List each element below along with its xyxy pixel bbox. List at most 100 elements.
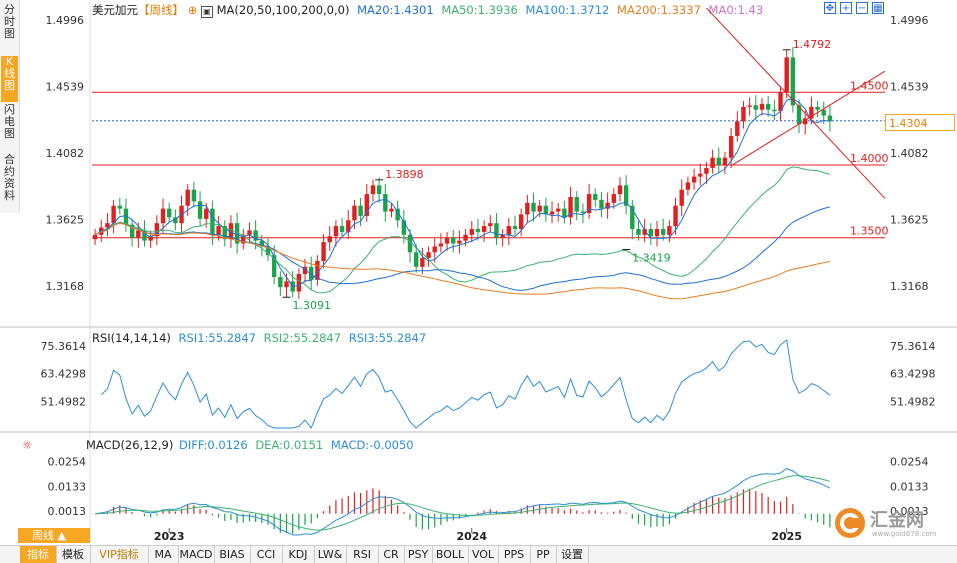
x-tick-label: 2024 [456, 530, 487, 543]
candle-body [556, 208, 561, 212]
low-annotation: 1.3419 [632, 252, 671, 265]
candle-body [611, 194, 616, 203]
toolbar-item-10[interactable]: CR [378, 546, 405, 563]
candle-body [376, 185, 382, 195]
candle-body [315, 261, 320, 280]
candle-body [728, 135, 734, 158]
candle-body [481, 226, 487, 232]
candle-body [173, 217, 178, 224]
period-tag: 【周线】 [138, 3, 184, 17]
toolbar-item-14[interactable]: PPS [498, 546, 531, 563]
tab-contract[interactable]: 合约资料 [4, 153, 15, 202]
candle-body [358, 205, 363, 216]
rsi-tick-label: 63.4298 [41, 368, 87, 381]
rsi-tick-label: 75.3614 [41, 340, 87, 353]
macd-tick-label: 0.0133 [48, 480, 87, 493]
zoom-in-icon[interactable]: + [840, 2, 852, 14]
expand-icon[interactable]: ✥ [824, 2, 836, 14]
candle-body [543, 205, 549, 215]
toolbar-item-6[interactable]: CCI [250, 546, 283, 563]
toolbar-item-4[interactable]: MACD [178, 546, 215, 563]
toolbar-item-1[interactable]: 模板 [56, 546, 91, 563]
zoom-out-icon[interactable]: − [856, 2, 868, 14]
toolbar-item-13[interactable]: VOL [468, 546, 499, 563]
trendline-lower [730, 70, 886, 167]
candle-body [234, 223, 240, 244]
candle-body [333, 226, 339, 237]
rsi-header: RSI(14,14,14) RSI1:55.2847 RSI2:55.2847 … [92, 330, 426, 346]
tab-kline[interactable]: K线图 [1, 56, 18, 102]
low-annotation: 1.3091 [293, 299, 332, 312]
toolbar-item-12[interactable]: BOLL [432, 546, 469, 563]
rsi-tick-label-right: 51.4982 [890, 395, 936, 408]
macd-settings-icon[interactable]: ☼ [22, 438, 33, 452]
toolbar-item-2[interactable]: VIP指标 [90, 546, 149, 563]
candle-body [593, 194, 598, 200]
candle-body [148, 236, 153, 241]
candle-body [586, 194, 592, 213]
toolbar-item-8[interactable]: LW& [314, 546, 347, 563]
candle-body [191, 189, 197, 202]
candle-body [525, 202, 530, 215]
level-label: 1.4000 [850, 152, 889, 165]
y-tick-label: 1.4539 [46, 81, 85, 94]
toolbar-item-15[interactable]: PP [530, 546, 557, 563]
ma-toggle-icon[interactable]: ▣ [200, 6, 213, 18]
sidebar: 分时图 K线图 闪电图 合约资料 [0, 0, 20, 213]
candle-body [185, 189, 190, 206]
candle-body [803, 118, 808, 125]
candle-body [617, 185, 623, 195]
candle-body [426, 252, 431, 259]
candle-body [117, 205, 122, 209]
candle-body [197, 201, 203, 219]
toolbar-item-9[interactable]: RSI [346, 546, 379, 563]
candle-body [370, 185, 376, 195]
toolbar-item-0[interactable]: 指标 [20, 546, 57, 563]
settings-icon[interactable]: ⊕ [187, 3, 198, 17]
candle-body [241, 234, 246, 244]
toolbar-item-7[interactable]: KDJ [282, 546, 315, 563]
toolbar-item-3[interactable]: MA [148, 546, 179, 563]
candle-body [488, 223, 493, 227]
candle-body [679, 189, 684, 206]
tab-intraday[interactable]: 分时图 [4, 3, 15, 40]
candle-body [623, 185, 629, 206]
macd-tick-label: 0.0013 [48, 505, 87, 518]
candle-body [531, 202, 536, 212]
tab-flash[interactable]: 闪电图 [4, 103, 15, 140]
candle-body [562, 208, 567, 218]
candle-body [346, 220, 351, 232]
candle-body [401, 220, 407, 235]
rsi-line [100, 339, 831, 429]
toolbar-item-11[interactable]: PSY [404, 546, 433, 563]
candle-body [92, 234, 98, 240]
macd-header: ☼ MACD(26,12,9) DIFF:0.0126 DEA:0.0151 M… [22, 437, 414, 453]
candle-body [253, 230, 258, 241]
candle-body [642, 229, 647, 235]
toolbar-item-16[interactable]: 设置 [556, 546, 589, 563]
grid-icon[interactable]: ▦ [872, 2, 884, 14]
toolbar-item-5[interactable]: BIAS [214, 546, 251, 563]
candle-body [432, 246, 437, 253]
chart-icon-bar: ✥ + − ▦ [824, 2, 890, 16]
period-button[interactable]: 周线 ▲ [18, 528, 90, 543]
candle-body [160, 208, 166, 224]
candle-body [747, 105, 752, 107]
macd-label: MACD(26,12,9) [85, 438, 174, 452]
candle-body [765, 103, 771, 110]
candle-body [321, 242, 326, 261]
candle-body [673, 205, 678, 227]
candle-body [451, 237, 456, 244]
candle-body [506, 226, 512, 235]
candle-body [407, 234, 413, 253]
chart-area: 1.4996 1.4996 1.4539 1.4539 1.4082 1.4082 1.36… [0, 5, 957, 545]
rsi-label: RSI(14,14,14) [92, 331, 171, 345]
trendline-upper [706, 7, 886, 199]
candle-body [420, 258, 425, 267]
candle-body [704, 167, 709, 174]
current-price-box: 1.4304 [885, 114, 955, 131]
ma50-label: MA50:1.3936 [441, 3, 518, 17]
candle-body [129, 224, 135, 238]
macd-tick-label-right: 0.0013 [890, 505, 929, 518]
candle-body [222, 226, 227, 240]
